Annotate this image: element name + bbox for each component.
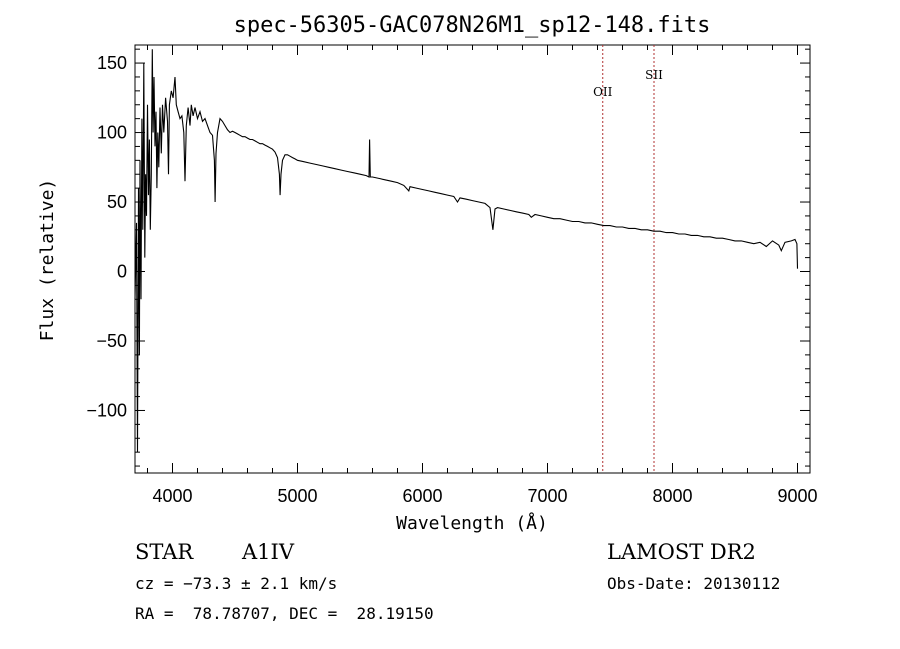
x-tick-label: 7000: [527, 486, 567, 506]
y-tick-label: 150: [97, 53, 127, 73]
y-tick-label: 100: [97, 123, 127, 143]
spectral-line-label: OII: [593, 85, 613, 99]
survey-name: LAMOST DR2: [607, 540, 756, 564]
x-axis: 4000 5000 6000 7000 8000 9000: [147, 45, 818, 506]
x-tick-label: 4000: [152, 486, 192, 506]
y-axis-label: Flux (relative): [37, 179, 58, 342]
chart-title: spec-56305-GAC078N26M1_sp12-148.fits: [234, 13, 711, 38]
x-tick-label: 9000: [777, 486, 817, 506]
coordinates: RA = 78.78707, DEC = 28.19150: [135, 604, 434, 623]
object-class: STAR: [135, 540, 194, 564]
object-subclass: A1IV: [242, 540, 294, 564]
x-tick-label: 5000: [277, 486, 317, 506]
x-tick-label: 6000: [402, 486, 442, 506]
y-tick-label: −100: [86, 400, 127, 420]
plot-frame: [134, 44, 811, 474]
spectrum-line: [134, 49, 799, 453]
y-axis: −100 −50 0 50 100 150: [86, 48, 810, 467]
y-tick-label: 0: [117, 262, 127, 282]
x-tick-label: 8000: [652, 486, 692, 506]
y-tick-label: −50: [96, 331, 127, 351]
spectral-line-label: SII: [645, 68, 663, 82]
y-tick-label: 50: [107, 192, 127, 212]
x-axis-label: Wavelength (Å): [396, 512, 548, 534]
redshift-cz: cz = −73.3 ± 2.1 km/s: [135, 574, 338, 593]
observation-date: Obs-Date: 20130112: [607, 574, 781, 593]
